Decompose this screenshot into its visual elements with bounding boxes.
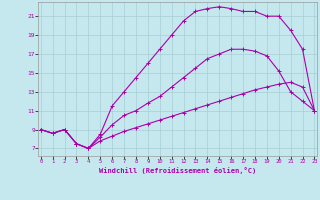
X-axis label: Windchill (Refroidissement éolien,°C): Windchill (Refroidissement éolien,°C) <box>99 167 256 174</box>
